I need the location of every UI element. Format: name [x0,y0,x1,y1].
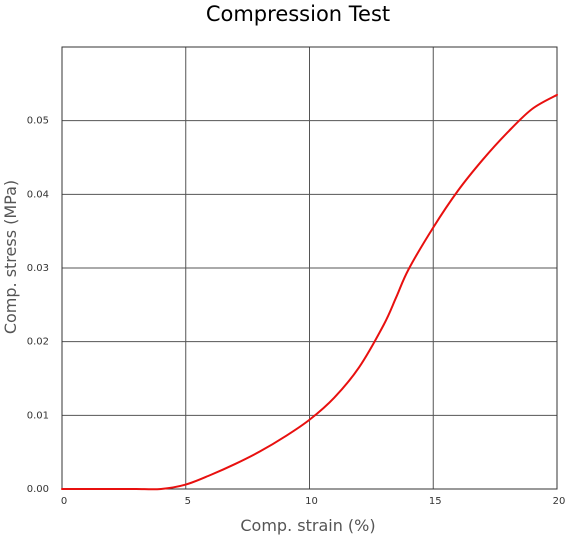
series-layer [61,93,558,491]
y-axis-label: Comp. stress (MPa) [1,180,20,334]
plot-frame [61,46,558,490]
chart-title: Compression Test [206,2,390,26]
y-tick-label: 0.01 [27,410,49,421]
tick-labels: 0 5 10 15 20 0.00 0.01 0.02 0.03 0.04 0.05 [27,116,565,507]
y-tick-label: 0.05 [27,116,49,127]
x-axis-label: Comp. strain (%) [240,516,375,535]
x-tick-label: 20 [553,496,565,507]
y-tick-label: 0.00 [27,484,49,495]
x-tick-label: 0 [61,496,67,507]
x-tick-label: 15 [429,496,442,507]
series-line-0 [61,93,558,491]
y-tick-label: 0.04 [27,189,49,200]
x-tick-label: 10 [305,496,318,507]
grid [62,47,557,489]
x-tick-label: 5 [185,496,191,507]
y-tick-label: 0.03 [27,263,49,274]
y-tick-label: 0.02 [27,337,49,348]
